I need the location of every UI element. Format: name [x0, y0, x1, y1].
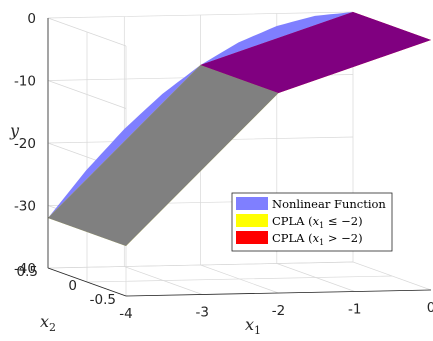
x-tick-label: -4: [119, 306, 132, 322]
x-tick-label: -1: [348, 302, 361, 318]
y-tick-label: -0.5: [90, 292, 116, 308]
surface-overlap-gray: [48, 65, 279, 246]
x-axis-label-sub: 1: [254, 324, 261, 337]
legend-swatch-nonlinear: [236, 197, 268, 210]
y-axis-label: x 2: [40, 312, 56, 334]
z-axis-label: y: [9, 121, 20, 140]
legend-label-cpla-gt: CPLA (x1 > −2): [272, 231, 363, 247]
x-axis-label: x 1: [245, 315, 261, 337]
x-axis-label-var: x: [245, 315, 254, 334]
y-tick-label: 0.5: [17, 264, 38, 280]
axes: [47, 18, 432, 297]
x-tick-label: 0: [427, 300, 433, 316]
z-tick-label: -10: [14, 74, 36, 90]
y-axis-label-var: x: [40, 312, 49, 331]
tick-labels: -4 -3 -2 -1 0-0.500.50-10-20-30-40: [14, 11, 433, 322]
legend-label-cpla-le: CPLA (x1 ≤ −2): [272, 214, 363, 230]
legend-label-nonlinear: Nonlinear Function: [272, 197, 386, 211]
y-tick-label: 0: [68, 278, 77, 294]
x-axis-line: [125, 289, 432, 297]
legend-swatch-cpla-gt: [236, 231, 268, 244]
z-axis-label-text: y: [9, 121, 20, 140]
z-tick-label: -20: [14, 136, 36, 152]
z-tick-label: 0: [27, 11, 36, 27]
y-axis-line: [47, 267, 127, 297]
surface-overlap-purple: [200, 12, 431, 93]
surfaces: [48, 12, 431, 246]
y-axis-label-sub: 2: [49, 321, 56, 334]
x-tick-label: -2: [272, 303, 285, 319]
z-tick-label: -40: [14, 261, 36, 277]
legend-swatch-cpla-le: [236, 214, 268, 227]
x-tick-label: -3: [196, 305, 209, 321]
legend: Nonlinear Function CPLA (x1 ≤ −2) CPLA (…: [231, 192, 393, 252]
z-tick-label: -30: [14, 199, 36, 215]
